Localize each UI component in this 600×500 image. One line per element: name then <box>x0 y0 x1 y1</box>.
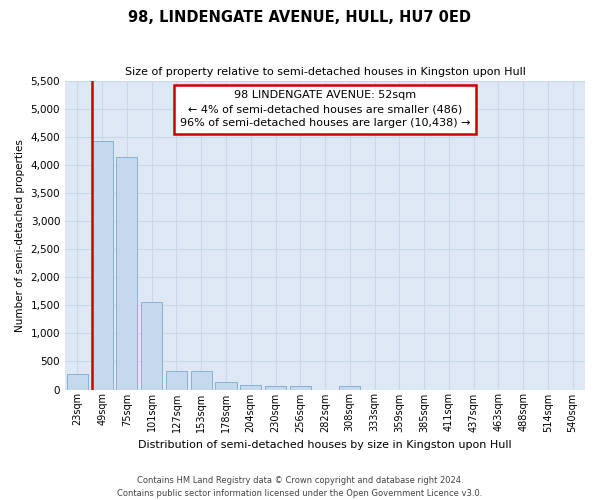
Y-axis label: Number of semi-detached properties: Number of semi-detached properties <box>15 139 25 332</box>
Bar <box>166 371 187 390</box>
Bar <box>290 386 311 390</box>
Bar <box>67 374 88 390</box>
Bar <box>116 157 137 390</box>
Bar <box>240 385 261 390</box>
Bar <box>141 302 162 390</box>
Title: Size of property relative to semi-detached houses in Kingston upon Hull: Size of property relative to semi-detach… <box>125 68 526 78</box>
Bar <box>191 371 212 390</box>
Text: Contains HM Land Registry data © Crown copyright and database right 2024.
Contai: Contains HM Land Registry data © Crown c… <box>118 476 482 498</box>
Bar <box>339 386 361 390</box>
Bar <box>92 141 113 390</box>
X-axis label: Distribution of semi-detached houses by size in Kingston upon Hull: Distribution of semi-detached houses by … <box>138 440 512 450</box>
Text: 98 LINDENGATE AVENUE: 52sqm
← 4% of semi-detached houses are smaller (486)
96% o: 98 LINDENGATE AVENUE: 52sqm ← 4% of semi… <box>180 90 470 128</box>
Bar <box>215 382 236 390</box>
Bar <box>265 386 286 390</box>
Text: 98, LINDENGATE AVENUE, HULL, HU7 0ED: 98, LINDENGATE AVENUE, HULL, HU7 0ED <box>128 10 472 25</box>
